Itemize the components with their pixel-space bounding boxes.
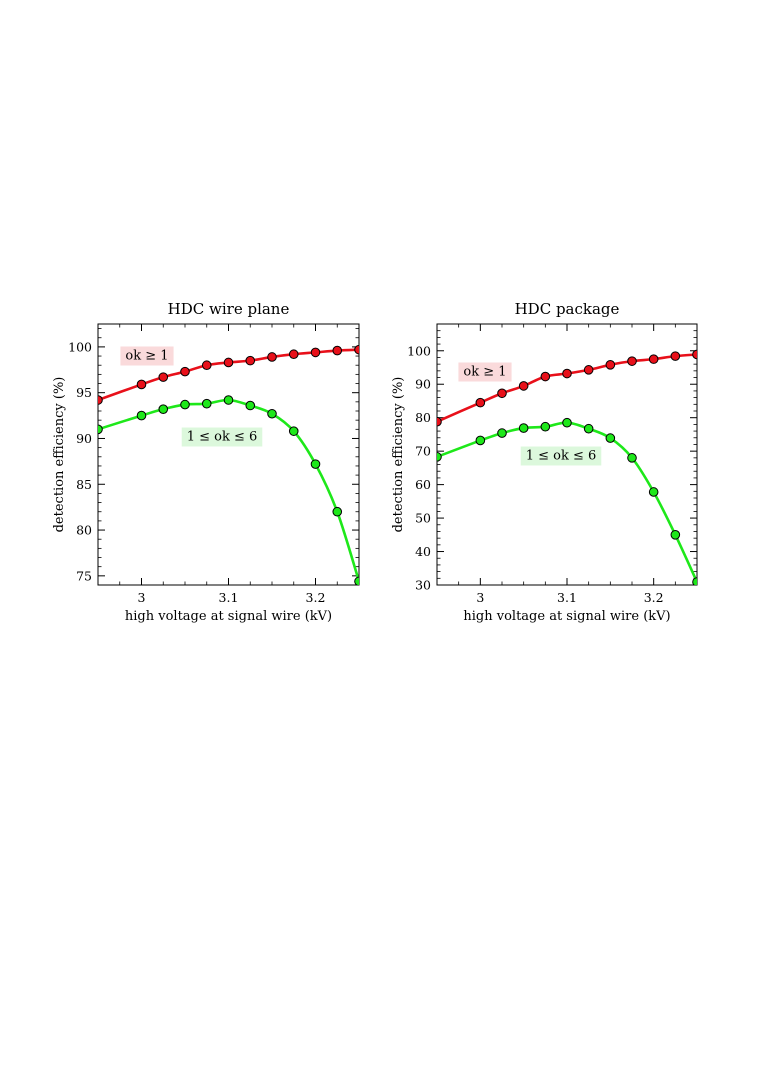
data-point — [518, 381, 529, 391]
y-tick-label: 30 — [415, 578, 431, 593]
data-point — [475, 435, 486, 446]
data-point — [518, 423, 529, 433]
series-1 — [437, 349, 697, 427]
data-point — [332, 506, 343, 517]
legend-label-bg — [120, 346, 174, 366]
data-point — [136, 410, 147, 421]
x-axis-label: high voltage at signal wire (kV) — [125, 609, 332, 624]
data-point — [332, 345, 343, 356]
x-tick-label: 3.1 — [557, 590, 577, 605]
data-point — [648, 487, 659, 497]
data-point — [605, 433, 616, 443]
chart-panel-1: HDC wire plane 3 3.1 3.2 75 80 85 90 95 100 high v… — [52, 300, 360, 624]
data-point — [562, 417, 572, 428]
x-tick-label: 3.1 — [219, 590, 239, 605]
data-point — [497, 388, 507, 399]
data-point — [583, 365, 594, 375]
data-point — [627, 453, 637, 463]
chart-panel-2: HDC package 3 3.1 3.2 30 40 50 60 70 80 90 100 high … — [391, 300, 698, 624]
data-point — [245, 355, 256, 366]
data-point — [201, 398, 212, 409]
data-point — [354, 344, 359, 355]
data-point — [670, 351, 681, 361]
legend-label: 1 ≤ ok ≤ 6 — [526, 449, 597, 464]
series-1 — [98, 344, 359, 405]
legend-label: ok ≥ 1 — [125, 349, 168, 364]
data-point — [497, 428, 507, 438]
data-point — [267, 352, 277, 362]
legend-label-bg — [458, 362, 512, 382]
data-point — [437, 452, 442, 462]
legend-label-bg — [520, 446, 602, 466]
data-point — [288, 349, 299, 360]
legend-label: 1 ≤ ok ≤ 6 — [187, 430, 258, 445]
y-tick-label: 75 — [76, 568, 92, 583]
x-tick-label: 3 — [138, 590, 146, 605]
data-point — [223, 357, 234, 368]
y-axis-label: detection efficiency (%) — [391, 377, 406, 533]
data-point — [267, 408, 277, 419]
x-axis-label: high voltage at signal wire (kV) — [463, 609, 670, 624]
legend-label: ok ≥ 1 — [463, 365, 506, 380]
y-tick-label: 90 — [76, 431, 92, 446]
data-point — [540, 371, 551, 382]
data-point — [648, 354, 659, 364]
data-point — [310, 459, 321, 469]
y-tick-label: 95 — [76, 385, 92, 400]
y-tick-label: 60 — [415, 477, 431, 492]
y-tick-label: 70 — [415, 444, 431, 459]
y-tick-label: 90 — [415, 377, 431, 392]
data-point — [540, 421, 551, 432]
data-point — [245, 400, 256, 411]
series-2 — [437, 417, 697, 585]
data-point — [692, 577, 697, 585]
chart-title: HDC package — [515, 300, 620, 318]
chart-title: HDC wire plane — [168, 300, 290, 318]
y-tick-label: 40 — [415, 544, 431, 559]
data-point — [98, 395, 103, 405]
data-point — [288, 426, 299, 436]
data-point — [605, 360, 616, 370]
data-point — [354, 576, 359, 585]
data-point — [136, 379, 147, 390]
data-point — [310, 347, 321, 358]
y-tick-label: 80 — [76, 523, 92, 538]
data-point — [627, 356, 637, 366]
y-tick-label: 85 — [76, 477, 92, 492]
legend-entry: 1 ≤ ok ≤ 6 — [520, 446, 602, 466]
series-2 — [98, 395, 359, 585]
data-point — [201, 360, 212, 371]
data-point — [692, 349, 697, 360]
data-point — [475, 397, 486, 408]
data-point — [583, 423, 594, 434]
data-point — [98, 424, 103, 435]
y-tick-label: 80 — [415, 410, 431, 425]
data-point — [158, 404, 169, 414]
x-tick-label: 3.2 — [306, 590, 326, 605]
x-tick-label: 3 — [476, 590, 484, 605]
x-tick-label: 3.2 — [644, 590, 664, 605]
data-point — [223, 395, 234, 405]
series-line — [98, 398, 359, 582]
legend-entry: 1 ≤ ok ≤ 6 — [181, 427, 263, 447]
data-point — [437, 416, 442, 427]
legend-entry: ok ≥ 1 — [458, 362, 512, 382]
legend-entry: ok ≥ 1 — [120, 346, 174, 366]
y-axis-label: detection efficiency (%) — [52, 377, 67, 533]
data-point — [562, 368, 572, 379]
legend-label-bg — [181, 427, 263, 447]
data-point — [180, 366, 190, 377]
y-tick-label: 100 — [68, 339, 92, 354]
y-tick-label: 50 — [415, 511, 431, 526]
data-point — [670, 530, 681, 540]
y-tick-label: 100 — [407, 343, 431, 358]
data-point — [158, 372, 169, 382]
data-point — [180, 399, 190, 410]
